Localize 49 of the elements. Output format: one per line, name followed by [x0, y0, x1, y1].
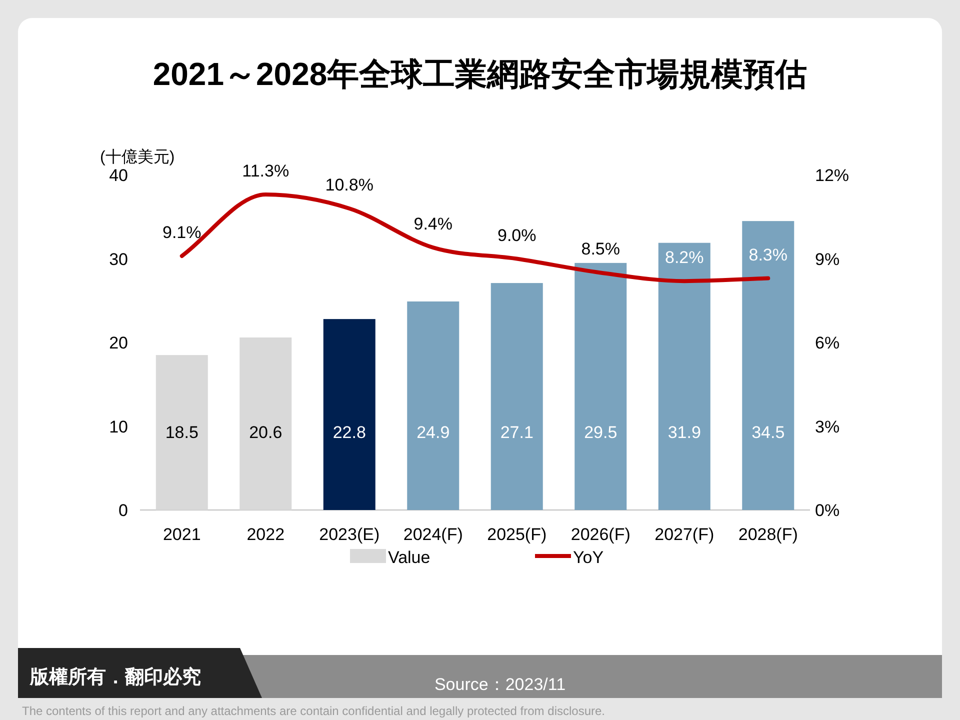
data-label: 8.2%	[665, 248, 704, 268]
y-tick-label: 30	[109, 250, 128, 269]
x-tick-label: 2027(F)	[654, 525, 714, 544]
bar	[240, 337, 292, 510]
legend-label: YoY	[573, 548, 604, 567]
data-label: 8.3%	[748, 245, 788, 264]
data-label: 24.9	[416, 423, 450, 442]
data-label: 9.4%	[414, 214, 452, 234]
x-tick-label: 2022	[246, 525, 285, 544]
x-tick-label: 2024(F)	[403, 525, 463, 544]
x-tick-label: 2021	[162, 525, 201, 544]
y-tick-label: 40	[109, 166, 128, 185]
bar	[574, 262, 627, 510]
data-label: 34.5	[752, 423, 785, 442]
x-tick-label: 2025(F)	[487, 525, 547, 544]
data-label: 9.1%	[162, 222, 202, 242]
y-axis-title: (十億美元)	[100, 148, 175, 166]
y-tick-label: 0	[118, 501, 128, 520]
data-label: 10.8%	[325, 176, 374, 194]
data-label: 27.1	[500, 423, 534, 442]
text: The contents of this report and any attachments are contain confidential and legally protected from disclosure.	[22, 704, 605, 718]
source-note: Source：2023/11	[434, 675, 566, 694]
y-tick-label: 10	[109, 417, 128, 436]
bar	[742, 221, 794, 510]
data-label: 18.5	[165, 423, 198, 442]
bar	[156, 355, 208, 510]
x-tick-label: 2023(E)	[319, 525, 380, 544]
y2-tick-label: 6%	[815, 334, 840, 352]
bar	[407, 301, 460, 510]
bar	[323, 319, 376, 510]
data-label: 22.8	[332, 423, 366, 442]
data-label: 8.5%	[581, 240, 620, 259]
bar	[658, 242, 710, 510]
y2-tick-label: 12%	[815, 166, 850, 185]
data-label: 11.3%	[242, 162, 290, 181]
y-tick-label: 20	[109, 334, 128, 352]
y2-tick-label: 9%	[815, 250, 840, 269]
data-label: 29.5	[584, 423, 618, 442]
data-label: 31.9	[668, 423, 701, 442]
x-tick-label: 2028(F)	[738, 525, 798, 544]
chart-title: 2021～2028年全球工業網路安全市場規模預估	[152, 56, 808, 92]
y2-tick-label: 3%	[815, 417, 840, 436]
x-tick-label: 2026(F)	[570, 525, 630, 544]
text: 版權所有．翻印必究	[29, 666, 201, 688]
bar	[490, 283, 543, 510]
legend-label: Value	[388, 548, 430, 567]
data-label: 9.0%	[498, 226, 536, 245]
y2-tick-label: 0%	[815, 501, 840, 520]
data-label: 20.6	[249, 423, 282, 442]
